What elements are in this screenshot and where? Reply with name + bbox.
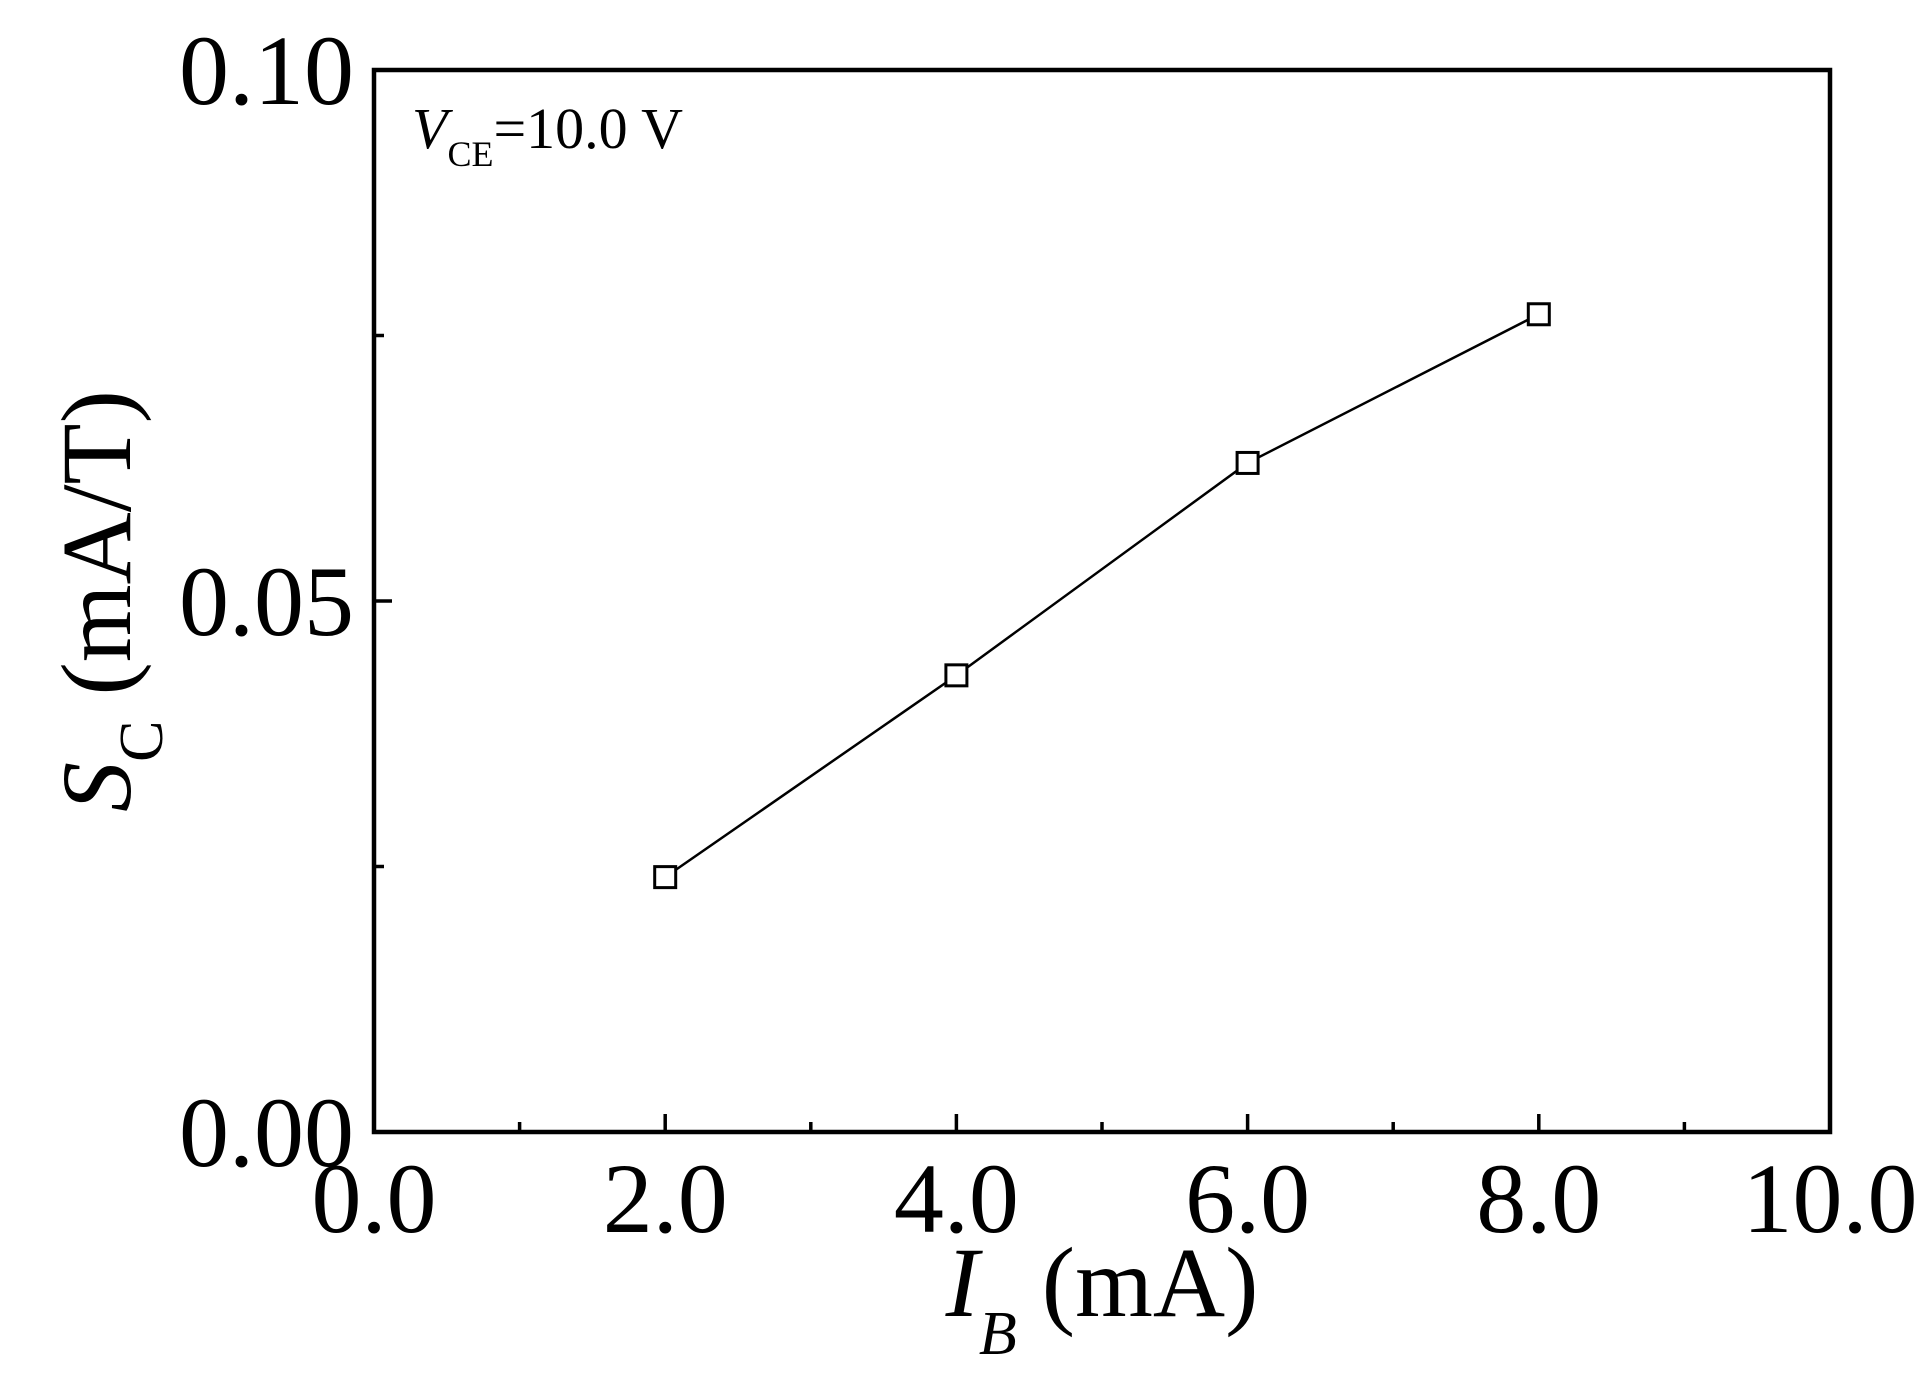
vce-annotation-symbol: V bbox=[412, 96, 454, 161]
vce-annotation-value: =10.0 V bbox=[493, 96, 683, 161]
vce-annotation: VCE=10.0 V bbox=[412, 96, 683, 174]
x-axis-ticks bbox=[372, 1114, 1832, 1132]
vce-annotation-subscript: CE bbox=[447, 134, 493, 174]
series-layer bbox=[653, 302, 1551, 890]
data-point-marker bbox=[1526, 302, 1551, 327]
y-axis-title: SC (mA/T) bbox=[41, 390, 176, 812]
x-tick-label: 2.0 bbox=[603, 1143, 728, 1254]
y-tick-label: 0.00 bbox=[179, 1077, 354, 1188]
x-tick-label: 8.0 bbox=[1476, 1143, 1601, 1254]
x-axis-title-subscript: B bbox=[979, 1300, 1017, 1368]
x-axis-title-unit: (mA) bbox=[1017, 1227, 1259, 1338]
y-axis-title-symbol: S bbox=[41, 762, 152, 812]
y-axis-title-unit: (mA/T) bbox=[41, 390, 152, 720]
series-line bbox=[664, 313, 1540, 879]
data-point-marker bbox=[1235, 450, 1260, 475]
x-axis-title-symbol: I bbox=[945, 1227, 984, 1338]
data-point-marker bbox=[653, 865, 678, 890]
y-axis-title-subscript: C bbox=[108, 721, 176, 762]
x-tick-label: 4.0 bbox=[894, 1143, 1019, 1254]
x-axis-title: IB (mA) bbox=[945, 1227, 1259, 1368]
y-axis-tick-labels: 0.00 0.05 0.10 bbox=[179, 15, 354, 1188]
y-axis-ticks bbox=[374, 68, 392, 1134]
x-tick-label: 0.0 bbox=[312, 1143, 437, 1254]
x-axis-tick-labels: 0.0 2.0 4.0 6.0 8.0 10.0 bbox=[312, 1143, 1918, 1254]
x-tick-label: 6.0 bbox=[1185, 1143, 1310, 1254]
plot-frame bbox=[371, 67, 1833, 1135]
data-point-marker bbox=[944, 663, 969, 688]
y-tick-label: 0.10 bbox=[179, 15, 354, 126]
y-tick-label: 0.05 bbox=[179, 546, 354, 657]
x-tick-label: 10.0 bbox=[1743, 1143, 1918, 1254]
